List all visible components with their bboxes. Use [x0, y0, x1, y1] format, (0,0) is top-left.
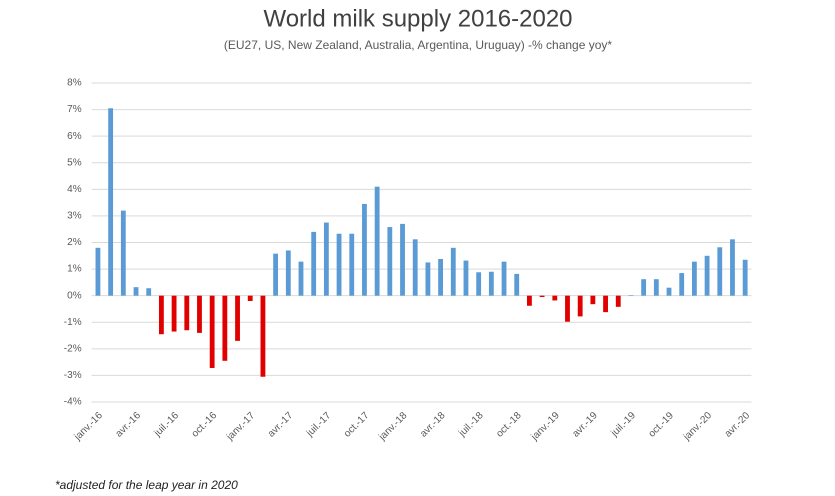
bar: [412, 239, 418, 296]
y-tick-label: -4%: [64, 397, 82, 408]
footnote: *adjusted for the leap year in 2020: [55, 478, 238, 492]
bar: [742, 259, 748, 296]
bar: [108, 108, 114, 296]
bar: [679, 273, 685, 296]
y-tick-label: 8%: [67, 78, 82, 89]
bar: [298, 261, 304, 296]
x-tick-label: janv.-16: [72, 410, 105, 443]
x-tick-label: juil.-17: [304, 410, 334, 440]
bar: [691, 261, 697, 296]
x-tick-label: avr.-18: [418, 410, 448, 440]
chart-subtitle: (EU27, US, New Zealand, Australia, Argen…: [224, 38, 613, 52]
x-tick-label: oct.-16: [190, 410, 220, 440]
bar: [565, 295, 570, 322]
bar: [400, 223, 405, 296]
x-tick-label: janv.-18: [376, 410, 409, 443]
x-tick-label: janv.-19: [529, 410, 562, 443]
x-tick-label: juil.-19: [609, 410, 639, 440]
y-tick-label: 2%: [67, 237, 82, 248]
bar: [133, 287, 139, 296]
bar: [171, 295, 177, 332]
x-tick-label: avr.-19: [570, 410, 600, 440]
bar: [222, 295, 228, 361]
bar: [260, 295, 266, 377]
bar: [552, 295, 558, 301]
bar: [311, 231, 317, 296]
y-tick-label: -3%: [64, 370, 82, 381]
bar: [247, 295, 253, 301]
bar: [704, 255, 710, 296]
bar: [209, 295, 215, 368]
bar: [577, 295, 583, 317]
x-tick-label: avr.-16: [114, 410, 144, 440]
y-tick-label: -1%: [64, 317, 82, 328]
bar: [336, 233, 342, 296]
x-tick-label: oct.-17: [342, 410, 372, 440]
bar: [615, 295, 621, 307]
y-tick-label: 7%: [67, 104, 82, 115]
bar: [362, 203, 367, 296]
bar: [425, 262, 431, 296]
bar: [273, 253, 279, 296]
y-tick-label: 5%: [67, 157, 82, 168]
bar: [463, 260, 469, 296]
bar: [730, 239, 735, 296]
bar: [349, 233, 355, 296]
chart-title: World milk supply 2016-2020: [263, 5, 572, 32]
bar: [476, 272, 482, 296]
bar: [95, 247, 101, 296]
bar: [120, 210, 126, 296]
y-tick-label: 0%: [67, 290, 82, 301]
bar: [197, 295, 202, 333]
bar: [527, 295, 532, 306]
y-tick-label: 4%: [67, 184, 82, 195]
bar: [590, 295, 596, 305]
bar: [603, 295, 608, 313]
bar: [666, 287, 672, 296]
bar: [285, 250, 291, 296]
bar: [438, 258, 443, 296]
bar: [184, 295, 190, 331]
x-tick-label: janv.-20: [681, 410, 714, 443]
bar: [450, 247, 456, 296]
y-tick-label: 6%: [67, 131, 82, 142]
bar: [158, 295, 164, 335]
bar: [514, 273, 520, 296]
x-tick-label: avr.-17: [266, 410, 296, 440]
bar: [235, 295, 240, 341]
x-tick-label: oct.-19: [647, 410, 677, 440]
bar: [323, 222, 329, 296]
y-tick-label: -2%: [64, 343, 82, 354]
x-tick-label: janv.-17: [224, 410, 257, 443]
x-tick-label: juil.-18: [456, 410, 486, 440]
bar: [628, 295, 634, 296]
bar: [717, 247, 723, 296]
bar: [146, 288, 152, 296]
x-tick-label: avr.-20: [723, 410, 753, 440]
bar: [539, 295, 545, 297]
bar: [653, 279, 659, 296]
bar: [488, 271, 494, 296]
y-tick-label: 3%: [67, 211, 82, 222]
x-tick-label: juil.-16: [152, 410, 182, 440]
bar: [374, 186, 380, 296]
y-tick-label: 1%: [67, 264, 82, 275]
bar: [387, 227, 393, 296]
bar: [641, 279, 647, 296]
x-tick-label: oct.-18: [494, 410, 524, 440]
bar: [501, 261, 507, 296]
